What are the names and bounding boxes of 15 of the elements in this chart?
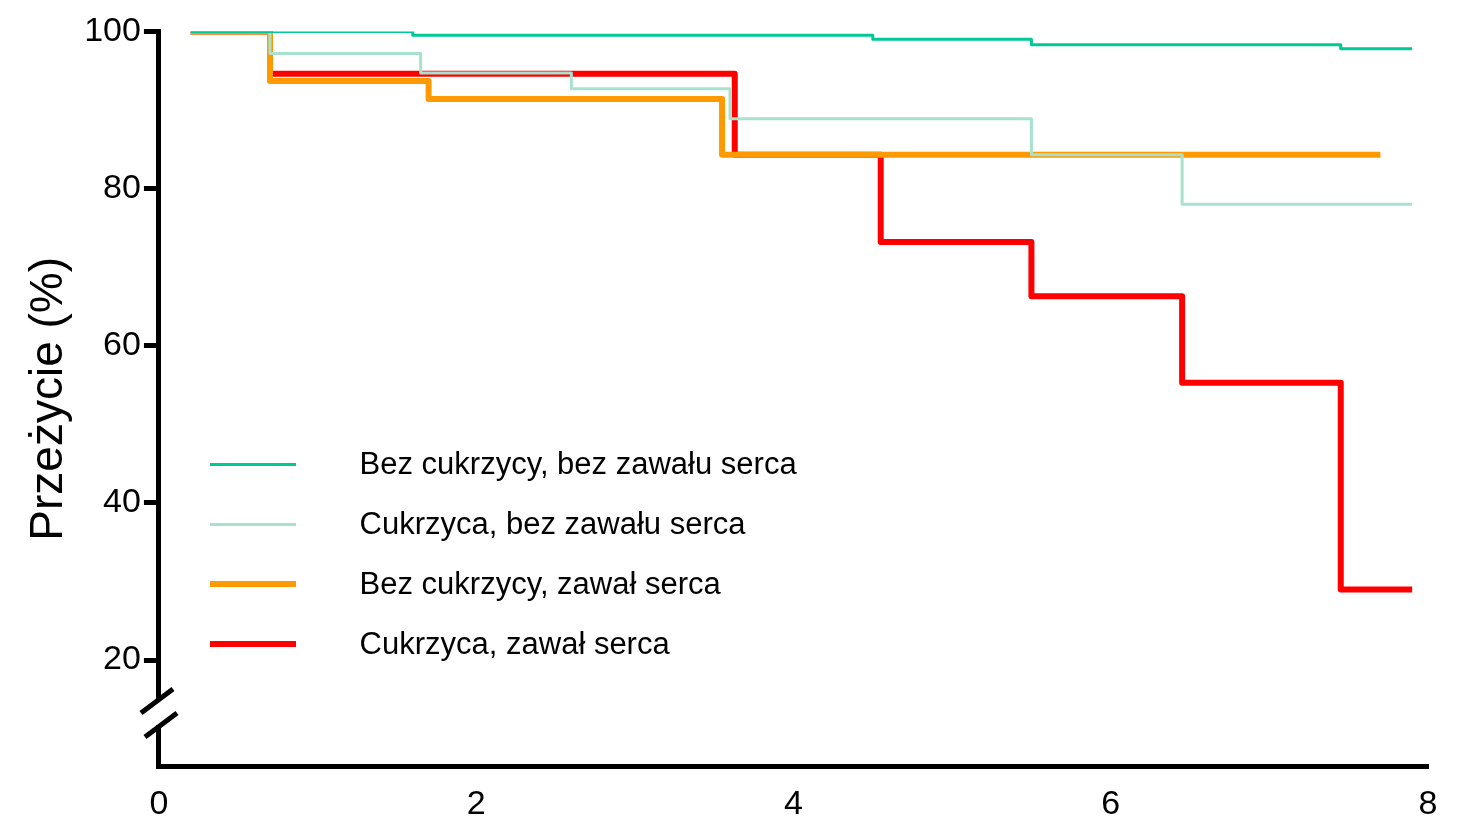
legend-label: Bez cukrzycy, bez zawału serca bbox=[359, 446, 797, 483]
y-tick-label: 20 bbox=[103, 638, 141, 677]
x-tick-label: 4 bbox=[784, 782, 803, 821]
x-tick-label: 2 bbox=[466, 782, 486, 821]
y-tick-label: 60 bbox=[103, 324, 141, 363]
y-tick-label: 80 bbox=[103, 166, 141, 205]
legend-label: Bez cukrzycy, zawał serca bbox=[359, 566, 721, 603]
legend-label: Cukrzyca, zawał serca bbox=[359, 626, 670, 663]
y-tick-label: 40 bbox=[103, 481, 141, 520]
x-tick-label: 8 bbox=[1418, 782, 1438, 821]
x-tick-label: 6 bbox=[1101, 782, 1121, 821]
legend-label: Cukrzyca, bez zawału serca bbox=[359, 506, 746, 543]
y-axis-title: Przeżycie (%) bbox=[20, 256, 73, 541]
x-tick-label: 0 bbox=[149, 782, 169, 821]
y-tick-label: 100 bbox=[84, 9, 141, 48]
